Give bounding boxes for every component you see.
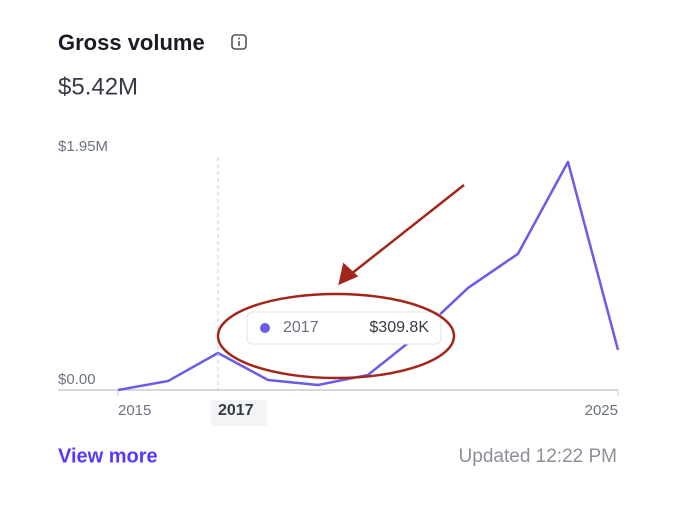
tooltip-x: 2017 — [283, 319, 319, 336]
info-icon[interactable] — [231, 34, 247, 50]
hover-x-label-bg — [211, 400, 267, 426]
line-series — [117, 160, 620, 392]
annotation — [216, 184, 465, 380]
hover-x-label: 2017 — [218, 402, 254, 419]
x-tick-label: 2015 — [118, 402, 151, 419]
y-tick-label: $1.95M — [58, 138, 108, 155]
updated-time: Updated 12:22 PM — [459, 446, 617, 467]
view-more-link[interactable]: View more — [58, 445, 158, 467]
tooltip — [246, 311, 442, 345]
x-tick-label: 2025 — [585, 402, 618, 419]
title: Gross volume — [58, 30, 205, 55]
y-tick-label: $0.00 — [58, 371, 96, 388]
total: $5.42M — [58, 73, 138, 100]
tooltip-dot — [260, 322, 270, 333]
tooltip-value: $309.8K — [369, 319, 429, 336]
